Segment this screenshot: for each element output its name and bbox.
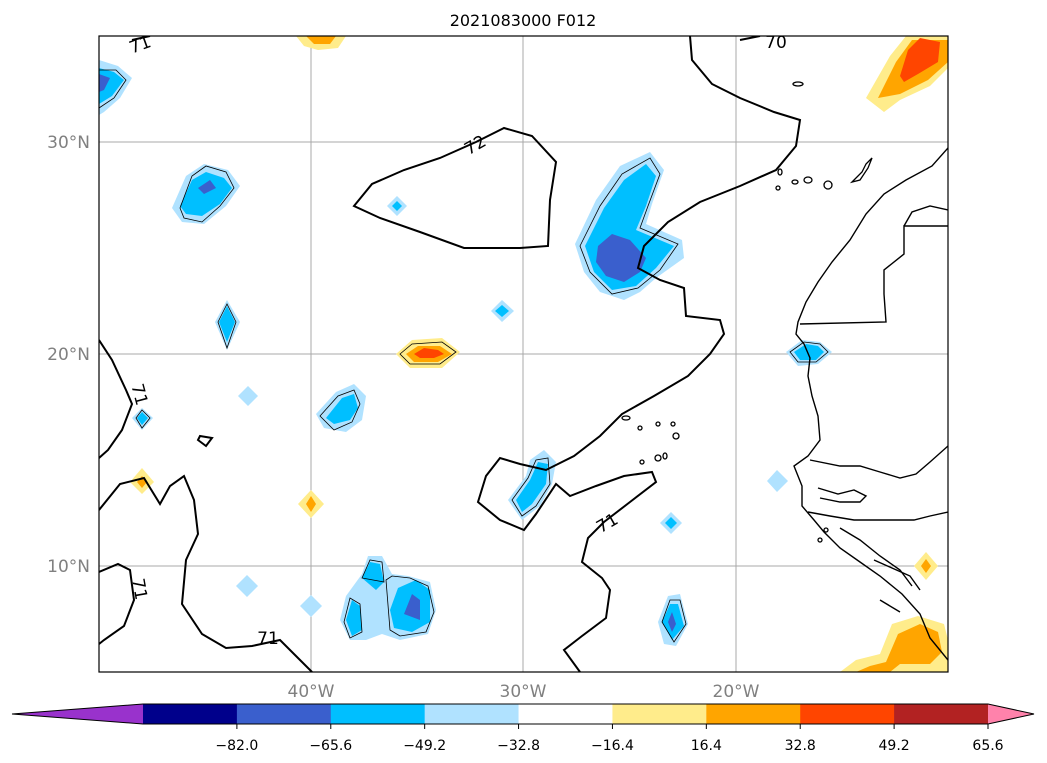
colorbar-segment [424,704,520,724]
blob-cold [392,201,402,211]
map-area: 71 72 70 71 71 71 71 [99,32,948,672]
blob-cold [236,575,258,597]
blob-cold [665,517,677,529]
blob-cold [495,305,509,317]
blob-cold [238,386,258,406]
colorbar-extend-high [988,704,1034,724]
thin-contours [99,69,829,643]
lat-label: 30°N [47,133,90,153]
map-frame [98,35,949,673]
blob-warm [921,559,931,573]
blob-cold [137,412,148,425]
blob-cold [326,394,358,424]
colorbar-outline [11,703,1035,725]
blob-warm [900,38,940,82]
colorbar-segment [518,704,613,724]
contour-label: 71 [127,32,154,58]
contour-label: 70 [765,33,787,53]
islands [621,81,873,543]
blob-cold [596,234,646,282]
blob-cold [99,74,110,92]
colorbar-extend-low [12,704,143,724]
colorbar-tick-label: −49.2 [403,738,446,754]
map-title: 2021083000 F012 [450,11,597,30]
blob-cold [198,180,216,194]
colorbar-segment [330,704,426,724]
colorbar-segment [612,704,707,724]
lon-label: 30°W [500,682,547,702]
blob-cold [300,595,322,617]
lon-label: 20°W [713,682,760,702]
blob-warm [414,348,444,358]
lon-label: 40°W [288,682,335,702]
colorbar-segment [706,704,801,724]
colorbar-tick-label: 16.4 [691,738,722,754]
contour-label: 71 [257,629,279,649]
colorbar-segment [236,704,332,724]
colorbar-tick-label: −65.6 [309,738,352,754]
blob-cold [668,612,676,632]
lat-label: 20°N [47,345,90,365]
colorbar-segment [143,704,238,724]
blob-cold [362,562,384,590]
blob-warm [856,624,942,672]
colorbar-segment [894,704,989,724]
colorbar-tick-label: −82.0 [215,738,258,754]
colorbar-tick-label: 49.2 [879,738,910,754]
blob-cold [404,594,420,620]
blob-cold [346,600,362,636]
blob-cold [767,470,788,492]
colorbar-tick-label: 32.8 [785,738,816,754]
blob-cold [219,306,235,342]
blob-cold [794,344,824,360]
filled-contours [99,36,948,672]
blob-cold [180,172,232,216]
colorbar-tick-label: −32.8 [497,738,540,754]
colorbar-tick-label: −16.4 [591,738,634,754]
colorbar: −82.0 −65.6 −49.2 −32.8 −16.4 16.4 32.8 49.2 65.… [11,703,1035,754]
coastlines [793,147,948,661]
colorbar-tick-label: 65.6 [972,738,1003,754]
gridlines [99,36,948,672]
blob-cold [516,462,548,512]
colorbar-segment [800,704,895,724]
thick-contours [99,36,802,672]
lat-label: 10°N [47,557,90,577]
contour-label: 71 [127,577,150,602]
blob-warm [306,36,336,44]
blob-warm [306,496,316,512]
